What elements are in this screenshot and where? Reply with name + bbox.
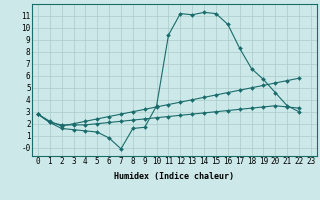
- X-axis label: Humidex (Indice chaleur): Humidex (Indice chaleur): [115, 172, 234, 181]
